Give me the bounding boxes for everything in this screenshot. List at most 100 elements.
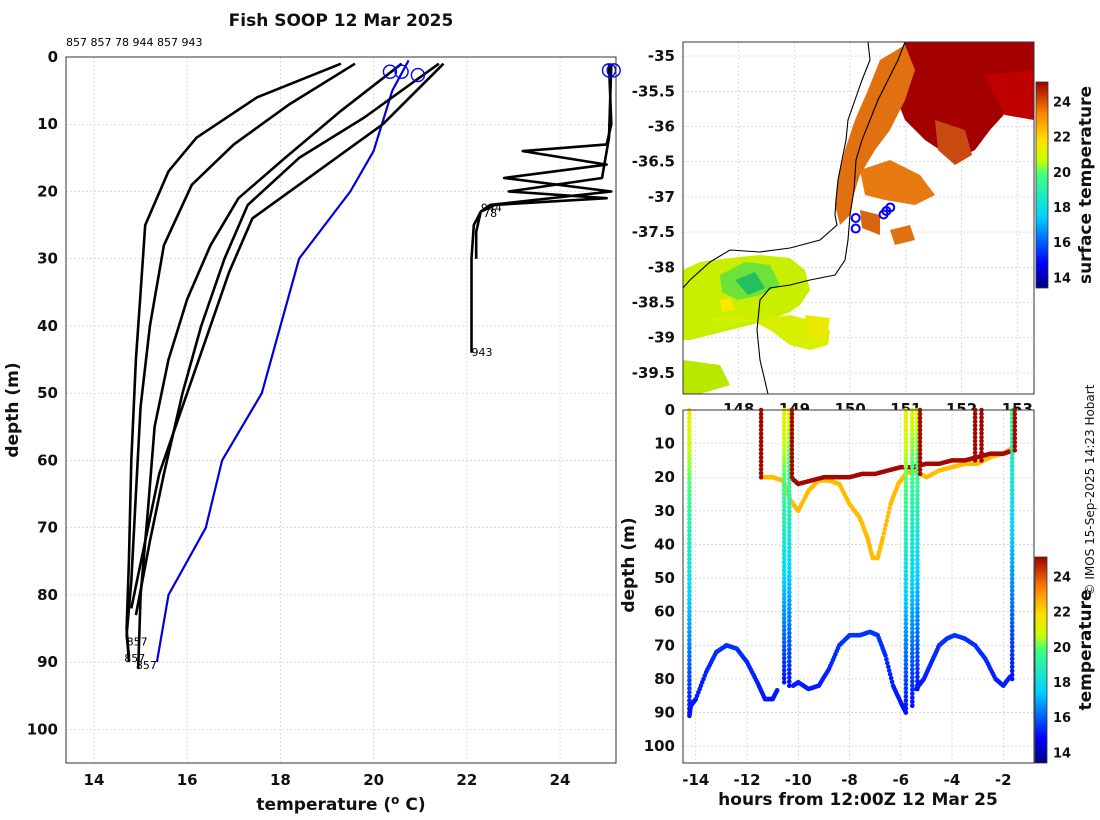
section-profile-point xyxy=(910,654,915,660)
section-profile-point xyxy=(758,467,764,472)
section-colorbar-tick-label: 22 xyxy=(1053,606,1071,621)
section-profile-point xyxy=(687,577,692,582)
section-profile-point xyxy=(903,524,909,530)
section-profile-point xyxy=(1009,628,1015,634)
section-profile-point xyxy=(781,435,787,441)
sst-map: -35 -35.5 -36 -36.5 -37 -37.5 -38 -38.5 -39 -39.5… xyxy=(632,41,1096,418)
y-axis-label: depth (m) xyxy=(3,362,23,457)
section-profile-point xyxy=(1009,576,1015,581)
section-profile-point xyxy=(1009,536,1015,541)
section-profile-point xyxy=(903,637,909,643)
section-profile-point xyxy=(917,431,923,437)
section-profile-point xyxy=(910,419,915,425)
section-profile-point xyxy=(1009,548,1015,553)
section-profile-point xyxy=(903,500,909,506)
section-profile-point xyxy=(758,447,764,452)
section-profile-point xyxy=(972,434,978,440)
section-profile-point xyxy=(1009,516,1015,521)
profile-y-tick-label: 70 xyxy=(37,519,58,537)
section-profile-point xyxy=(917,459,923,465)
section-profile-point xyxy=(915,650,920,655)
section-profile-point xyxy=(910,476,915,482)
section-y-tick-label: 0 xyxy=(665,401,675,419)
section-profile-point xyxy=(903,431,909,437)
section-profile-point xyxy=(903,464,909,469)
section-profile-point xyxy=(781,467,787,473)
section-profile-point xyxy=(787,655,792,660)
section-profile-point xyxy=(910,436,915,441)
section-profile-point xyxy=(915,646,920,651)
profile-id-label: 857 xyxy=(127,635,148,648)
section-profile-point xyxy=(917,455,923,461)
section-profile-point xyxy=(972,446,978,452)
section-profile-point xyxy=(787,533,792,538)
section-profile-point xyxy=(781,599,787,605)
map-lat-tick-label: -36 xyxy=(648,117,675,135)
section-profile-point xyxy=(910,509,915,514)
section-profile-point xyxy=(687,536,692,542)
section-profile-point xyxy=(781,623,787,629)
section-profile-point xyxy=(903,641,909,647)
section-profile-point xyxy=(781,587,787,593)
section-profile-point xyxy=(781,672,787,677)
section-profile-point xyxy=(787,667,792,672)
section-profile-point xyxy=(1009,492,1015,497)
map-axes-frame xyxy=(682,41,1035,395)
section-profile-point xyxy=(1009,560,1015,565)
section-profile-point xyxy=(781,447,787,453)
section-point xyxy=(885,660,890,666)
section-profile-point xyxy=(787,549,792,555)
section-profile-point xyxy=(915,686,920,692)
profile-y-tick-label: 100 xyxy=(27,720,58,738)
section-profile-point xyxy=(910,638,915,644)
section-profile-point xyxy=(789,474,795,480)
section-profile-point xyxy=(910,634,915,640)
profile-line-857b xyxy=(125,62,356,656)
section-profile-point xyxy=(787,614,792,620)
section-profile-point xyxy=(1009,604,1015,609)
section-profile-point xyxy=(1009,451,1015,457)
profile-line-857a xyxy=(125,62,342,663)
section-profile-point xyxy=(687,460,692,465)
surface-marker xyxy=(606,63,621,78)
section-profile-point xyxy=(903,569,909,574)
section-profile-point xyxy=(687,669,692,675)
section-profile-point xyxy=(903,544,909,550)
section-profile-point xyxy=(979,442,984,448)
profile-line-943 xyxy=(470,63,613,353)
section-profile-point xyxy=(687,480,692,485)
section-profile-point xyxy=(687,665,692,671)
section-profile-point xyxy=(781,567,787,573)
section-profile-point xyxy=(789,415,795,421)
section-profile-point xyxy=(781,563,787,569)
section-profile-point xyxy=(910,646,915,652)
map-colorbar-tick-label: 20 xyxy=(1053,166,1071,181)
section-profile-point xyxy=(917,411,923,417)
section-axes-frame xyxy=(682,409,1035,764)
section-profile-point xyxy=(910,529,915,534)
section-point xyxy=(883,653,888,658)
section-profile-point xyxy=(915,682,920,688)
section-profile-point xyxy=(903,520,909,526)
section-profile-point xyxy=(915,557,920,562)
section-profile-point xyxy=(758,459,764,464)
section-profile-point xyxy=(903,589,909,594)
section-profile-point xyxy=(787,545,792,551)
profile-line-857d xyxy=(134,62,440,616)
section-profile-point xyxy=(910,557,915,563)
section-profile-point xyxy=(687,415,692,421)
section-profile-point xyxy=(758,435,764,441)
section-profile-point xyxy=(789,427,795,433)
section-profile-point xyxy=(917,467,923,473)
section-profile-point xyxy=(789,467,795,472)
section-profile-point xyxy=(915,662,920,668)
section-profile-point xyxy=(910,460,915,466)
section-profile-point xyxy=(781,427,787,433)
section-profile-point xyxy=(1009,504,1015,509)
section-profile-point xyxy=(910,432,915,437)
profile-x-tick-label: 16 xyxy=(177,771,198,789)
section-profile-point xyxy=(910,618,915,623)
section-profile-point xyxy=(915,577,920,583)
section-profile-point xyxy=(910,565,915,571)
section-profile-point xyxy=(789,459,795,464)
